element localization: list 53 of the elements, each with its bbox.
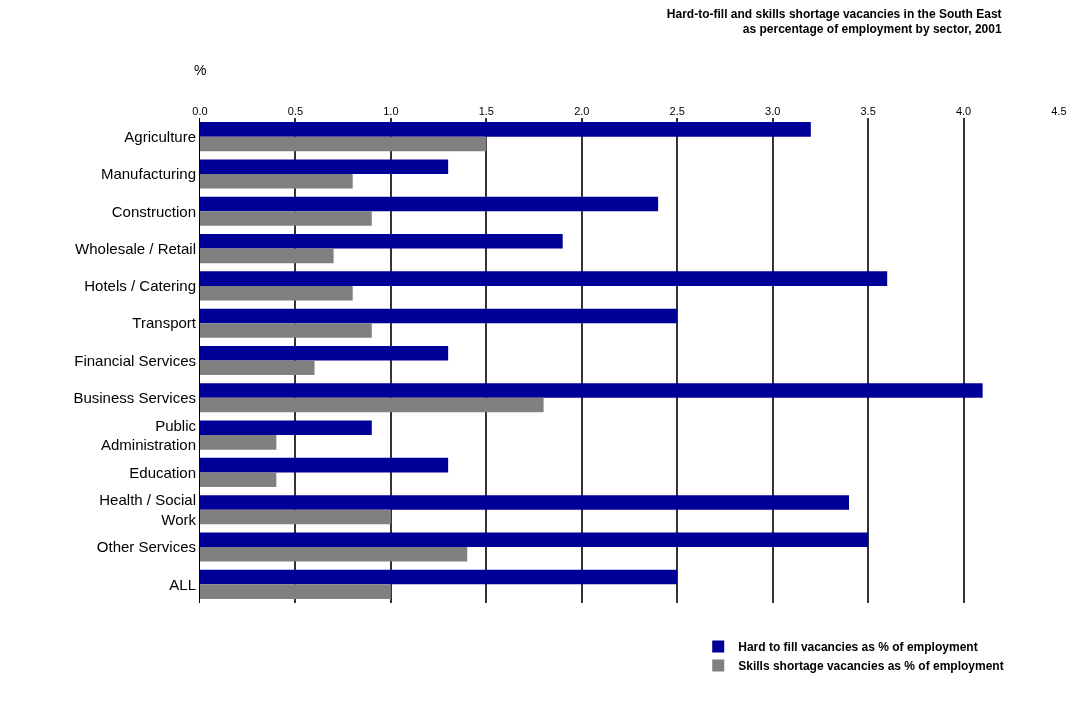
x-tick-label: 3.0 [765, 104, 781, 117]
bar [200, 345, 449, 361]
bar [200, 196, 659, 212]
x-tick-label: 2.0 [574, 104, 590, 117]
bar [200, 285, 353, 301]
y-tick-label: Agriculture [124, 127, 196, 145]
bar [200, 122, 811, 137]
bar [200, 323, 372, 338]
bar [200, 472, 277, 487]
y-tick-label: Public Administration [100, 416, 197, 454]
bar [200, 308, 678, 324]
bar [200, 435, 277, 450]
y-tick-label: Education [129, 463, 196, 481]
bar [200, 509, 391, 525]
bar [200, 569, 678, 585]
x-tick-label: 0.5 [287, 104, 304, 117]
y-tick-label: Hotels / Catering [84, 277, 196, 295]
bar [200, 159, 449, 174]
bar [200, 136, 487, 152]
x-tick-label: 2.5 [669, 104, 685, 117]
y-tick-label: Transport [132, 314, 197, 332]
bar [200, 234, 563, 249]
y-tick-label: Financial Services [74, 351, 196, 369]
y-tick-label: Health / Social Work [99, 491, 197, 528]
bar [200, 211, 372, 226]
chart-title: Hard-to-fill and skills shortage vacancies in the South East as percentage of employment by sector, 2001 [666, 6, 1002, 37]
x-tick-label: 1.5 [478, 104, 494, 117]
bar [200, 383, 983, 398]
bar [200, 457, 449, 473]
x-tick-label: 4.0 [955, 104, 972, 117]
x-tick-label: 0.0 [192, 104, 208, 117]
bar [200, 547, 468, 562]
bar [200, 397, 544, 413]
bar [200, 271, 888, 286]
x-tick-label: 4.5 [1051, 104, 1067, 117]
bar [200, 360, 315, 376]
y-tick-label: Manufacturing [100, 165, 196, 183]
x-tick-label: 3.5 [860, 104, 876, 117]
y-tick-label: ALL [169, 575, 196, 593]
legend-label: Hard to fill vacancies as % of employment [738, 640, 978, 655]
y-tick-label: Wholesale / Retail [75, 239, 196, 257]
bar [200, 248, 334, 264]
bar [200, 495, 850, 510]
x-tick-label: 1.0 [383, 104, 399, 117]
bar [200, 584, 391, 599]
y-tick-label: Other Services [96, 538, 196, 556]
bar [200, 173, 353, 189]
y-tick-label: Construction [111, 202, 196, 220]
y-tick-label: Business Services [73, 389, 196, 407]
bar [200, 532, 869, 548]
bar [200, 420, 372, 436]
x-axis-title: % [194, 62, 207, 78]
legend-label: Skills shortage vacancies as % of employment [738, 659, 1004, 674]
